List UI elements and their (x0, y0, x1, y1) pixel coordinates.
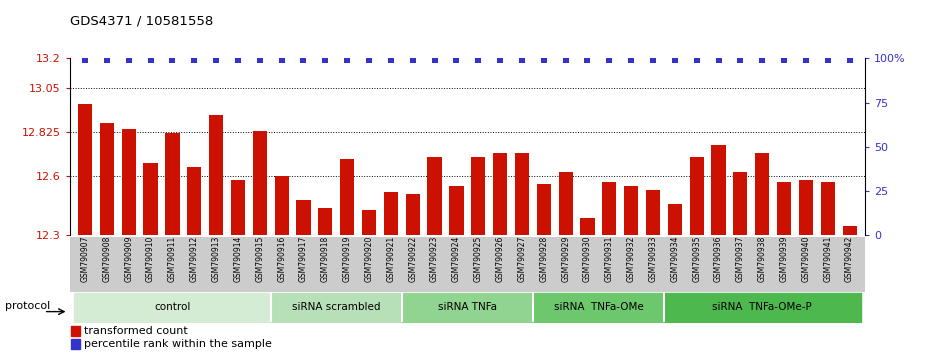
Point (711, 57, 726, 63)
Point (843, 57, 857, 63)
Bar (603, 182, 617, 235)
Bar (493, 153, 507, 235)
Bar (711, 145, 725, 235)
Bar (340, 159, 354, 235)
Point (645, 57, 660, 63)
Bar (143, 162, 158, 235)
Bar (318, 208, 332, 235)
Text: percentile rank within the sample: percentile rank within the sample (84, 339, 272, 349)
Point (624, 57, 639, 63)
Bar (71, 339, 80, 349)
Point (799, 57, 814, 63)
Point (187, 57, 202, 63)
Point (493, 57, 508, 63)
Bar (690, 157, 704, 235)
Point (339, 57, 354, 63)
Point (362, 57, 377, 63)
Point (602, 57, 617, 63)
Bar (100, 123, 114, 235)
Bar (624, 186, 638, 235)
Point (558, 57, 573, 63)
Bar (820, 182, 835, 235)
Bar (580, 218, 594, 235)
Text: siRNA scrambled: siRNA scrambled (292, 302, 380, 312)
Point (820, 57, 835, 63)
Bar (253, 131, 267, 235)
Bar (384, 192, 398, 235)
Point (471, 57, 485, 63)
Bar (231, 180, 245, 235)
Bar (297, 200, 311, 235)
Bar (843, 225, 857, 235)
Point (77, 57, 92, 63)
Bar (405, 194, 419, 235)
Bar (799, 180, 813, 235)
Bar (515, 153, 529, 235)
Point (143, 57, 158, 63)
Bar (122, 129, 136, 235)
Point (231, 57, 246, 63)
Bar (537, 184, 551, 235)
Point (405, 57, 420, 63)
Text: siRNA  TNFa-OMe-P: siRNA TNFa-OMe-P (712, 302, 812, 312)
Bar (428, 157, 442, 235)
Text: GDS4371 / 10581558: GDS4371 / 10581558 (70, 14, 213, 27)
Point (537, 57, 551, 63)
Point (689, 57, 704, 63)
Bar (78, 104, 92, 235)
Bar (559, 172, 573, 235)
Point (274, 57, 289, 63)
Bar (755, 153, 769, 235)
Text: siRNA TNFa: siRNA TNFa (438, 302, 497, 312)
Point (165, 57, 179, 63)
Bar (71, 326, 80, 336)
Point (449, 57, 464, 63)
Point (121, 57, 136, 63)
Point (755, 57, 770, 63)
Text: siRNA  TNFa-OMe: siRNA TNFa-OMe (553, 302, 644, 312)
Bar (646, 190, 660, 235)
Bar (187, 167, 202, 235)
Bar (668, 204, 682, 235)
Point (100, 57, 114, 63)
Bar (166, 133, 179, 235)
Bar (733, 172, 748, 235)
Bar (209, 115, 223, 235)
Text: protocol: protocol (5, 301, 50, 310)
Bar (362, 210, 376, 235)
Point (427, 57, 442, 63)
Bar (472, 157, 485, 235)
Text: transformed count: transformed count (84, 326, 188, 336)
Point (383, 57, 398, 63)
Point (668, 57, 683, 63)
Point (733, 57, 748, 63)
Point (252, 57, 267, 63)
Point (296, 57, 311, 63)
Point (514, 57, 529, 63)
Bar (449, 186, 463, 235)
Bar (274, 176, 288, 235)
Point (777, 57, 791, 63)
Bar (777, 182, 791, 235)
Point (318, 57, 333, 63)
Text: control: control (154, 302, 191, 312)
Point (580, 57, 595, 63)
Point (208, 57, 223, 63)
